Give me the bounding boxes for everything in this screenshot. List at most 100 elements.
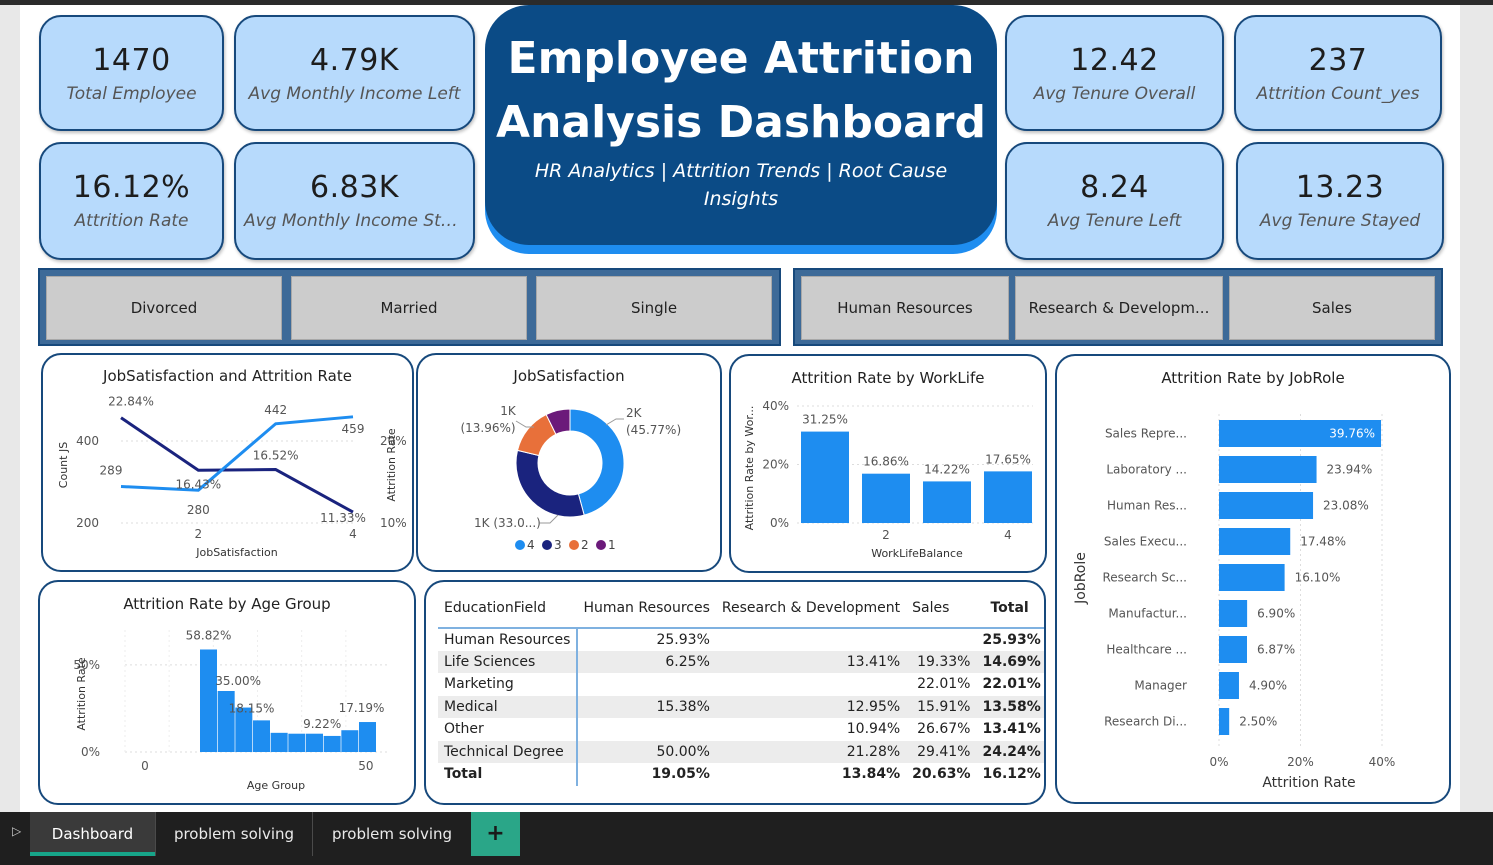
kpi-value: 1470 <box>92 43 171 78</box>
page-title: Employee Attrition Analysis Dashboard <box>485 27 997 155</box>
table-cell <box>906 628 976 651</box>
worklife-attrition-chart[interactable]: Attrition Rate by WorkLife 40% 20% 0% 31.25… <box>729 354 1047 573</box>
bar-data-label: 35.00% <box>215 674 261 688</box>
table-cell: 16.12% <box>982 766 1041 783</box>
column-header[interactable]: Sales <box>906 588 977 629</box>
table-cell: 22.01% <box>982 676 1041 693</box>
x-axis-title: JobSatisfaction <box>195 546 278 559</box>
bar-data-label: 4.90% <box>1249 679 1287 693</box>
y-axis-tick: 0% <box>770 516 789 530</box>
table-cell: 19.05% <box>651 766 710 783</box>
age-group-bar <box>235 707 253 752</box>
rate-data-label: 11.33% <box>320 511 366 525</box>
kpi-avg-tenure-left[interactable]: 8.24 Avg Tenure Left <box>1005 142 1224 260</box>
kpi-avg-tenure-stayed[interactable]: 13.23 Avg Tenure Stayed <box>1236 142 1444 260</box>
age-group-attrition-chart[interactable]: Attrition Rate by Age Group 50% 0% 58.82% 3… <box>38 580 416 805</box>
age-group-bar <box>217 691 235 752</box>
count-data-label: 442 <box>264 403 287 417</box>
slice-label: 1K (33.0...) <box>474 516 541 530</box>
kpi-attrition-count[interactable]: 237 Attrition Count_yes <box>1234 15 1442 131</box>
table-cell <box>716 628 906 651</box>
collapse-arrow-icon[interactable]: ▷ <box>12 824 22 838</box>
slicer-option-single[interactable]: Single <box>536 276 772 340</box>
chart-title: Attrition Rate by Age Group <box>123 595 331 613</box>
bar-data-label: 23.08% <box>1323 499 1369 513</box>
slice-label: (45.77%) <box>626 423 681 437</box>
legend-label: 1 <box>608 538 616 552</box>
bar-data-label: 58.82% <box>186 628 232 642</box>
category-label: Laboratory ... <box>1106 463 1187 477</box>
y-axis-tick: 40% <box>762 399 789 413</box>
rate-data-label: 16.43% <box>175 477 221 491</box>
jobrole-bar <box>1219 420 1382 447</box>
bar-data-label: 39.76% <box>1329 427 1375 441</box>
category-label: Manufactur... <box>1108 607 1187 621</box>
kpi-total-employee[interactable]: 1470 Total Employee <box>39 15 224 131</box>
x-axis-tick: 0% <box>1209 755 1228 769</box>
tab-problem-solving-1[interactable]: problem solving <box>173 825 295 843</box>
bar-data-label: 6.90% <box>1257 607 1295 621</box>
category-label: Research Di... <box>1104 715 1187 729</box>
label-leader <box>605 418 624 426</box>
slicer-option-sales[interactable]: Sales <box>1229 276 1435 340</box>
x-axis-tick: 50 <box>358 759 373 773</box>
category-label: Manager <box>1134 679 1187 693</box>
slicer-option-divorced[interactable]: Divorced <box>46 276 282 340</box>
matrix-total-row: Total 19.05% 13.84% 20.63% 16.12% <box>438 763 1044 786</box>
x-axis-title: Age Group <box>247 779 305 792</box>
age-group-bar <box>359 722 376 752</box>
legend-label: 4 <box>527 538 535 552</box>
donut-chart-svg: 2K (45.77%) 1K (33.0...) 1K (13.96%) 4 3 2 1 <box>460 404 681 552</box>
tab-problem-solving-2[interactable]: problem solving <box>331 825 453 843</box>
tab-dashboard[interactable]: Dashboard <box>30 812 155 856</box>
table-cell: 21.28% <box>715 740 907 763</box>
tab-divider <box>312 812 313 856</box>
bar-data-label: 18.15% <box>229 701 275 715</box>
jobsatisfaction-donut-chart[interactable]: JobSatisfaction 2K (45.77%) 1K (33.0...) 1K… <box>416 353 722 572</box>
legend-label: 3 <box>554 538 562 552</box>
category-label: Sales Repre... <box>1105 427 1187 441</box>
table-cell: 26.67% <box>917 721 971 738</box>
slicer-option-human-resources[interactable]: Human Resources <box>801 276 1009 340</box>
add-page-button[interactable]: + <box>471 812 520 856</box>
column-header[interactable]: EducationField <box>438 588 578 629</box>
worklife-bar <box>984 471 1032 523</box>
kpi-avg-income-stayed[interactable]: 6.83K Avg Monthly Income Stay... <box>234 142 475 260</box>
y-axis-tick: 50% <box>73 658 100 672</box>
jobrole-attrition-chart[interactable]: Attrition Rate by JobRole 0% 20% 40% Sales … <box>1055 354 1451 804</box>
attrition-rate-series-line <box>120 416 354 514</box>
table-cell: 15.38% <box>577 695 716 718</box>
column-header[interactable]: Human Resources <box>577 588 716 629</box>
donut-slice-3 <box>515 449 585 518</box>
column-header[interactable]: Research & Development <box>715 588 907 629</box>
table-cell: 6.25% <box>577 650 716 673</box>
legend-marker <box>596 540 606 550</box>
slicer-option-research-development[interactable]: Research & Developm... <box>1015 276 1223 340</box>
category-label: Healthcare ... <box>1106 643 1187 657</box>
table-cell: Other <box>438 718 579 741</box>
table-cell: 50.00% <box>577 740 716 763</box>
chart-title: Attrition Rate by JobRole <box>1161 369 1345 387</box>
legend-label: 2 <box>581 538 589 552</box>
report-canvas: 1470 Total Employee 4.79K Avg Monthly In… <box>20 5 1460 812</box>
jobsatisfaction-attrition-chart[interactable]: JobSatisfaction and Attrition Rate 400 20… <box>41 353 414 572</box>
table-cell: 14.69% <box>976 650 1044 673</box>
page-subtitle: HR Analytics | Attrition Trends | Root C… <box>534 160 948 210</box>
kpi-avg-income-left[interactable]: 4.79K Avg Monthly Income Left <box>234 15 475 131</box>
jobrole-bar <box>1219 528 1291 555</box>
kpi-avg-tenure-overall[interactable]: 12.42 Avg Tenure Overall <box>1005 15 1224 131</box>
y-axis-title: Attrition Rate <box>75 657 88 731</box>
kpi-value: 16.12% <box>72 170 191 205</box>
slicer-option-married[interactable]: Married <box>291 276 527 340</box>
table-cell: Marketing <box>438 673 579 696</box>
education-department-matrix[interactable]: EducationField Human Resources Research & … <box>424 580 1046 805</box>
column-header[interactable]: Total <box>976 588 1044 629</box>
bar-chart-svg: 50% 0% 58.82% 35.00% 18.15% 9.22% 17.19% 0 50 Age… <box>73 628 390 792</box>
matrix-table: EducationField Human Resources Research & … <box>438 588 1044 786</box>
kpi-value: 237 <box>1308 43 1368 78</box>
jobrole-bar <box>1219 672 1239 699</box>
age-group-bar <box>253 720 270 752</box>
kpi-attrition-rate[interactable]: 16.12% Attrition Rate <box>39 142 224 260</box>
jobrole-bar <box>1219 456 1317 483</box>
legend-marker <box>569 540 579 550</box>
